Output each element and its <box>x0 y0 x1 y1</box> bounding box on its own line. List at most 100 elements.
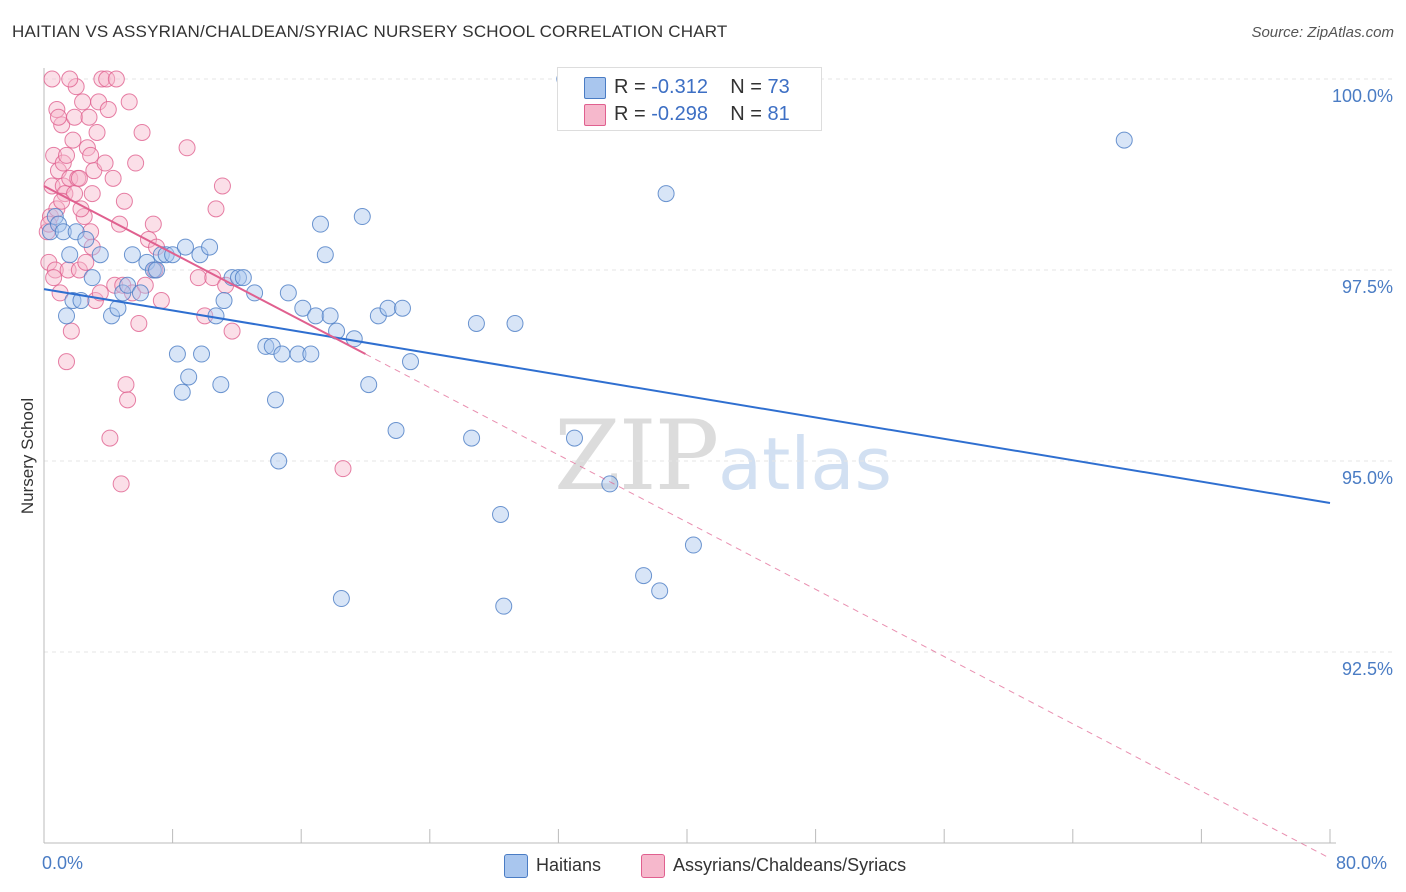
legend-swatch-assyrians <box>584 104 606 126</box>
y-tick-label-2: 97.5% <box>1341 277 1393 297</box>
assyrians-point-15 <box>62 322 80 340</box>
haitians-point-4 <box>58 307 76 325</box>
haitians-point-36 <box>234 269 252 287</box>
y-axis-title: Nursery School <box>18 397 37 515</box>
chart-title: HAITIAN VS ASSYRIAN/CHALDEAN/SYRIAC NURS… <box>12 22 728 41</box>
haitians-point-10 <box>83 269 101 287</box>
series-assyrians-points <box>38 70 352 493</box>
haitians-point-35 <box>230 269 248 287</box>
assyrians-point-36 <box>101 429 119 447</box>
haitians-point-68 <box>601 475 619 493</box>
assyrians-point-21 <box>74 93 92 111</box>
haitians-point-63 <box>492 505 510 523</box>
haitians-point-3 <box>54 223 72 241</box>
haitians-trend-line <box>43 288 1331 505</box>
haitians-point-54 <box>353 208 371 226</box>
haitians-point-48 <box>311 215 329 233</box>
y-tick-label-0: 92.5% <box>1341 659 1393 679</box>
haitians-point-72 <box>684 536 702 554</box>
haitians-point-38 <box>257 337 275 355</box>
haitians-point-64 <box>495 597 513 615</box>
assyrians-point-60 <box>213 177 231 195</box>
haitians-point-46 <box>302 345 320 363</box>
assyrians-point-37 <box>104 169 122 187</box>
assyrians-point-34 <box>98 70 116 88</box>
assyrians-point-65 <box>61 70 79 88</box>
haitians-point-59 <box>393 299 411 317</box>
assyrians-point-27 <box>83 185 101 203</box>
haitians-point-11 <box>91 246 109 264</box>
haitians-point-16 <box>123 246 141 264</box>
assyrians-point-35 <box>99 101 117 119</box>
assyrians-point-59 <box>207 200 225 218</box>
series-haitians-points <box>41 70 1133 615</box>
assyrians-point-47 <box>127 154 145 172</box>
haitians-point-42 <box>273 345 291 363</box>
haitians-point-61 <box>463 429 481 447</box>
assyrians-point-17 <box>66 108 84 126</box>
assyrians-point-75 <box>45 269 63 287</box>
haitians-point-65 <box>506 314 524 332</box>
haitians-point-41 <box>270 452 288 470</box>
correlation-legend: R = -0.312 N = 73 R = -0.298 N = 81 <box>557 67 822 131</box>
assyrians-point-62 <box>223 322 241 340</box>
assyrians-point-64 <box>43 70 61 88</box>
haitians-point-29 <box>193 345 211 363</box>
axis-layer <box>43 68 1336 844</box>
assyrians-point-79 <box>49 108 67 126</box>
haitians-point-49 <box>316 246 334 264</box>
haitians-point-9 <box>77 230 95 248</box>
haitians-point-27 <box>180 368 198 386</box>
haitians-point-67 <box>565 429 583 447</box>
haitians-point-30 <box>201 238 219 256</box>
haitians-point-5 <box>61 246 79 264</box>
haitians-point-70 <box>651 582 669 600</box>
assyrians-point-40 <box>112 475 130 493</box>
assyrians-point-76 <box>70 169 88 187</box>
haitians-point-47 <box>307 307 325 325</box>
haitians-point-55 <box>360 376 378 394</box>
grid-layer <box>44 78 1392 653</box>
assyrians-point-12 <box>58 353 76 371</box>
series-label-assyrians: Assyrians/Chaldeans/Syriacs <box>673 855 907 875</box>
assyrians-point-52 <box>144 215 162 233</box>
assyrians-point-26 <box>82 146 100 164</box>
assyrians-point-33 <box>96 154 114 172</box>
assyrians-point-43 <box>117 376 135 394</box>
trend-layer <box>43 185 1331 859</box>
legend-text-haitians: R = -0.312 N = 73 <box>614 76 790 98</box>
haitians-point-43 <box>279 284 297 302</box>
haitians-point-69 <box>635 567 653 585</box>
assyrians-point-23 <box>77 253 95 271</box>
assyrians-point-63 <box>334 460 352 478</box>
haitians-point-13 <box>109 299 127 317</box>
assyrians-point-45 <box>120 93 138 111</box>
haitians-point-60 <box>402 353 420 371</box>
haitians-point-71 <box>657 185 675 203</box>
haitians-point-45 <box>294 299 312 317</box>
haitians-point-52 <box>332 590 350 608</box>
y-tick-label-3: 100.0% <box>1331 86 1393 106</box>
series-label-haitians: Haitians <box>536 855 602 875</box>
assyrians-trend-extension <box>365 353 1331 859</box>
haitians-point-17 <box>131 284 149 302</box>
haitians-point-33 <box>215 292 233 310</box>
haitians-point-25 <box>173 383 191 401</box>
series-swatch-assyrians <box>641 854 665 878</box>
haitians-point-40 <box>266 391 284 409</box>
haitians-point-57 <box>379 299 397 317</box>
assyrians-point-77 <box>58 146 76 164</box>
assyrians-point-72 <box>111 215 129 233</box>
assyrians-point-48 <box>130 314 148 332</box>
assyrians-point-54 <box>152 292 170 310</box>
haitians-point-26 <box>176 238 194 256</box>
assyrians-trend-line <box>43 185 366 355</box>
haitians-point-20 <box>148 261 166 279</box>
watermark-atlas: atlas <box>718 422 892 506</box>
haitians-point-50 <box>321 307 339 325</box>
assyrians-point-30 <box>88 123 106 141</box>
chart-source: Source: ZipAtlas.com <box>1251 24 1394 41</box>
assyrians-point-56 <box>189 269 207 287</box>
assyrians-point-32 <box>93 70 111 88</box>
assyrians-point-42 <box>115 192 133 210</box>
